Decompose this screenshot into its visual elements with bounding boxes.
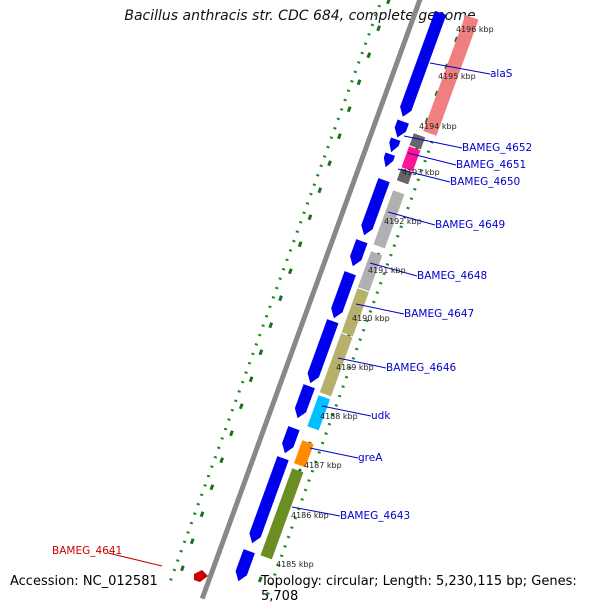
gene-box-bameg_4646 <box>319 333 353 397</box>
outer-tick-mark <box>238 403 244 410</box>
outer-tick-mark <box>366 52 372 59</box>
gene-box-bameg_4652 <box>409 133 426 150</box>
outer-tick-mark <box>229 430 234 437</box>
gene-leader-line <box>321 405 372 417</box>
backbone-line <box>199 0 423 600</box>
gene-leader-line <box>407 152 457 166</box>
gene-label-grea: greA <box>358 452 383 464</box>
gene-leader-line <box>369 262 418 277</box>
forward-strand-gene-arrow <box>383 152 395 168</box>
forward-strand-gene-arrow <box>361 178 390 236</box>
gene-box-bameg_4649 <box>373 190 405 249</box>
gene-leader-line <box>337 357 387 369</box>
gene-box-grea <box>294 440 314 468</box>
outer-tick-mark <box>258 349 264 356</box>
gene-box-alas <box>423 15 479 136</box>
gene-label-bameg_4651: BAMEG_4651 <box>456 159 526 171</box>
forward-strand-gene-arrow <box>294 384 315 419</box>
outer-dotted-guide <box>166 0 384 587</box>
highlight-gene-label: BAMEG_4641 <box>52 545 122 557</box>
kbp-tick-label: 4194 kbp <box>419 122 457 131</box>
kbp-tick-label: 4188 kbp <box>320 412 358 421</box>
inner-dotted-guide <box>263 18 479 600</box>
gene-leader-line <box>291 506 341 517</box>
outer-tick-mark <box>288 268 293 275</box>
gene-label-bameg_4643: BAMEG_4643 <box>340 510 410 522</box>
gene-label-bameg_4650: BAMEG_4650 <box>450 176 520 188</box>
kbp-tick-label: 4186 kbp <box>291 511 329 520</box>
outer-tick-mark <box>297 241 303 248</box>
gene-box-bameg_4643 <box>260 468 304 560</box>
gene-label-bameg_4649: BAMEG_4649 <box>435 219 505 231</box>
outer-tick-mark <box>356 79 362 86</box>
kbp-tick-label: 4187 kbp <box>304 461 342 470</box>
gene-leader-line <box>397 168 451 183</box>
forward-strand-gene-arrow <box>400 10 447 117</box>
outer-tick-mark <box>209 484 215 491</box>
gene-label-bameg_4652: BAMEG_4652 <box>462 142 532 154</box>
gene-box-bameg_4647 <box>341 288 369 337</box>
outer-tick-mark <box>278 295 283 302</box>
outer-tick-mark <box>268 322 274 329</box>
outer-tick-mark <box>327 160 332 167</box>
gene-leader-line <box>403 135 463 149</box>
outer-tick-mark <box>307 214 313 221</box>
highlight-leader-line <box>107 552 163 567</box>
gene-label-bameg_4647: BAMEG_4647 <box>404 308 474 320</box>
forward-strand-gene-arrow <box>350 239 368 267</box>
accession-label: Accession: NC_012581 <box>10 574 158 589</box>
outer-tick-mark <box>346 106 352 113</box>
kbp-tick-label: 4189 kbp <box>336 363 374 372</box>
inner-tick-mark <box>454 36 459 43</box>
gene-label-bameg_4646: BAMEG_4646 <box>386 362 457 374</box>
outer-tick-mark <box>199 511 205 518</box>
outer-tick-mark <box>337 133 342 140</box>
forward-strand-gene-arrow <box>394 119 409 138</box>
gene-leader-line <box>309 447 359 459</box>
genome-title: Bacillus anthracis str. CDC 684, complet… <box>124 8 476 24</box>
gene-box-udk <box>307 395 330 431</box>
outer-tick-mark <box>189 538 195 545</box>
forward-strand-gene-arrow <box>235 549 255 582</box>
inner-tick-mark <box>257 576 263 583</box>
kbp-tick-label: 4195 kbp <box>438 72 476 81</box>
outer-tick-mark <box>180 565 185 572</box>
gene-leader-line <box>429 62 491 75</box>
kbp-tick-label: 4185 kbp <box>276 560 314 569</box>
kbp-tick-label: 4192 kbp <box>384 217 422 226</box>
outer-tick-mark <box>317 187 323 194</box>
forward-strand-gene-arrow <box>331 271 356 319</box>
gene-label-bameg_4648: BAMEG_4648 <box>417 270 487 282</box>
outer-tick-mark <box>376 25 381 32</box>
forward-strand-gene-arrow <box>389 137 401 153</box>
kbp-tick-label: 4193 kbp <box>402 168 440 177</box>
gene-box-bameg_4648 <box>357 251 383 292</box>
kbp-tick-label: 4190 kbp <box>352 314 390 323</box>
gene-leader-line <box>355 303 405 315</box>
highlight-gene-marker <box>194 570 208 582</box>
forward-strand-gene-arrow <box>307 319 339 384</box>
gene-label-alas: alaS <box>490 68 513 80</box>
forward-strand-gene-arrow <box>282 426 300 454</box>
gene-label-udk: udk <box>371 410 391 422</box>
gene-leader-line <box>387 211 436 226</box>
outer-tick-mark <box>386 0 391 5</box>
gene-box-bameg_4650 <box>396 168 413 185</box>
gene-box-bameg_4651 <box>401 146 421 172</box>
kbp-tick-label: 4196 kbp <box>456 25 494 34</box>
kbp-tick-label: 4191 kbp <box>368 266 406 275</box>
outer-tick-mark <box>219 457 224 464</box>
outer-tick-mark <box>248 376 254 383</box>
forward-strand-gene-arrow <box>249 456 289 544</box>
